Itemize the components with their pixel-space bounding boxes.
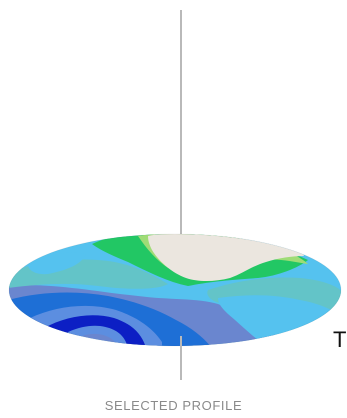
profile-line-bottom: [180, 336, 182, 380]
profile-line-top: [180, 10, 182, 254]
zone-sky-left: [28, 252, 86, 275]
zone-tan: [148, 234, 304, 281]
terrain-map-disc[interactable]: [8, 232, 342, 348]
zone-inner-ribbon: [67, 325, 128, 346]
disc-outline: [8, 233, 342, 347]
zone-deep-blue: [44, 315, 146, 346]
zone-mid-blue: [30, 305, 162, 346]
selected-profile-caption: SELECTED PROFILE: [104, 398, 243, 413]
clipped-label: TI-: [333, 327, 347, 352]
